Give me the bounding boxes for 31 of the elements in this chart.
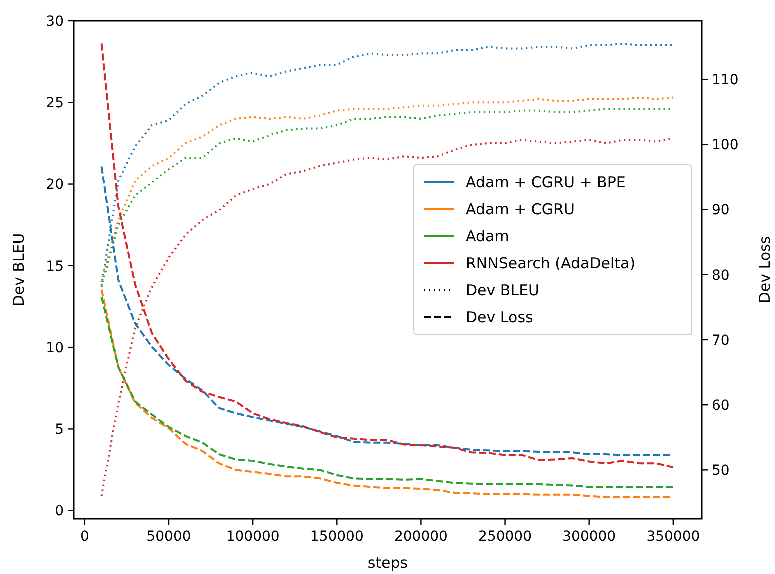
y-tick-label: 20	[46, 177, 64, 194]
y-tick-label: 5	[55, 422, 64, 438]
x-tick-label: 0	[80, 529, 90, 545]
x-tick-label: 150000	[310, 529, 364, 545]
y-tick-label: 0	[55, 504, 64, 520]
y2-tick-label: 90	[712, 202, 730, 219]
x-tick-label: 300000	[562, 529, 616, 545]
annotation: Dev Loss	[466, 308, 534, 326]
x-tick-label: 350000	[646, 529, 700, 545]
legend-label: RNNSearch (AdaDelta)	[466, 254, 636, 272]
legend-label: Adam + CGRU	[466, 200, 575, 218]
y2-tick-label: 70	[712, 332, 730, 349]
y-tick-label: 30	[46, 14, 64, 30]
x-tick-label: 100000	[226, 529, 280, 545]
x-tick-label: 200000	[394, 529, 448, 545]
y2-axis-title: Dev Loss	[756, 236, 774, 304]
y2-tick-label: 110	[712, 72, 739, 88]
y2-tick-label: 80	[712, 268, 730, 284]
y2-tick-label: 60	[712, 398, 730, 414]
legend-label: Adam	[466, 227, 510, 246]
y-tick-label: 25	[46, 96, 64, 112]
x-axis-title: steps	[368, 554, 408, 572]
y-tick-label: 10	[46, 340, 64, 356]
annotation: Dev BLEU	[466, 281, 540, 300]
legend-label: Adam + CGRU + BPE	[466, 173, 626, 192]
y2-tick-label: 50	[712, 463, 730, 480]
x-tick-label: 50000	[146, 529, 192, 545]
y-axis-title: Dev BLEU	[10, 233, 28, 307]
y-tick-label: 15	[46, 258, 64, 275]
y2-tick-label: 100	[712, 138, 739, 154]
x-tick-label: 250000	[478, 529, 532, 545]
